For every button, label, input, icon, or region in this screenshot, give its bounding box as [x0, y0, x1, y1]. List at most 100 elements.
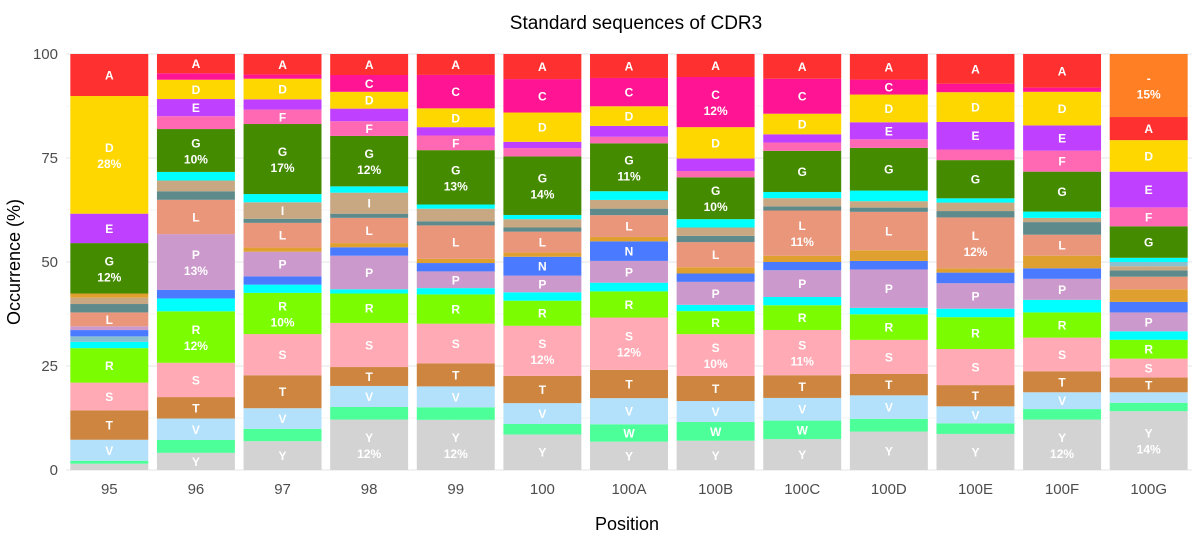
bar-segment-p — [763, 270, 842, 298]
bar-segment-h — [590, 236, 668, 242]
bar-segment-h — [503, 252, 582, 257]
bar-segment-c — [243, 74, 322, 79]
bar-segment-w — [416, 407, 495, 420]
segment-letter: R — [625, 298, 634, 312]
bar-segment-x — [156, 298, 235, 312]
segment-percent-label: 12% — [617, 346, 641, 360]
x-tick-label: 100G — [1130, 481, 1167, 498]
bar-segment-a — [156, 54, 235, 74]
segment-letter: G — [105, 254, 114, 268]
bar-segment-y — [849, 431, 928, 470]
y-tick-label: 75 — [41, 150, 58, 167]
bar-segment-v — [936, 406, 1015, 424]
bar-segment-w — [849, 418, 928, 432]
bar-segment-x — [1023, 211, 1102, 218]
y-tick-label: 50 — [41, 254, 58, 271]
bar-segment-w — [1023, 409, 1102, 420]
bar-segment-p — [590, 260, 668, 283]
segment-letter: P — [365, 266, 373, 280]
bar-segment-i — [1023, 217, 1102, 223]
segment-letter: A — [192, 57, 201, 71]
segment-letter: T — [972, 389, 980, 403]
segment-letter: I — [281, 204, 284, 218]
bar-segment-t — [676, 375, 755, 402]
bar-segment-f — [243, 109, 322, 125]
segment-letter: S — [105, 390, 113, 404]
segment-letter: P — [798, 277, 806, 291]
segment-letter: R — [538, 307, 547, 321]
segment-letter: D — [278, 83, 287, 97]
segment-letter: A — [278, 58, 287, 72]
x-axis-title: Position — [595, 514, 659, 534]
segment-letter: D — [971, 101, 980, 115]
bar-segment-t — [1109, 377, 1188, 393]
segment-letter: E — [971, 129, 979, 143]
bar-segment-c — [936, 83, 1015, 93]
segment-letter: I — [367, 197, 370, 211]
segment-letter: D — [192, 83, 201, 97]
bar-segment-a — [330, 54, 409, 76]
bar-segment-y — [330, 419, 409, 470]
bar-segment-a — [416, 54, 495, 75]
segment-letter: N — [538, 260, 547, 274]
segment-letter: Y — [1145, 427, 1153, 441]
x-tick-label: 100F — [1045, 481, 1079, 498]
segment-letter: L — [106, 313, 113, 327]
bar-segment-a — [243, 54, 322, 75]
bar-segment-g — [330, 135, 409, 187]
segment-letter: G — [624, 153, 633, 167]
segment-letter: D — [105, 141, 114, 155]
bar-segment-i — [936, 202, 1015, 212]
bar-segment-y — [416, 419, 495, 470]
segment-letter: F — [279, 110, 286, 124]
x-tick-label: 97 — [274, 481, 291, 498]
bar-segment-h — [1023, 255, 1102, 269]
bar-segment-n — [1109, 301, 1188, 313]
bar-segment-gap — [1109, 54, 1188, 118]
segment-percent-label: 14% — [530, 188, 554, 202]
bar-segment-g — [70, 243, 149, 294]
bar-segment-w — [590, 424, 668, 442]
bar-segment-k — [416, 221, 495, 226]
segment-letter: E — [1058, 132, 1066, 146]
bar-segment-d — [936, 92, 1015, 122]
bar-segment-g — [676, 177, 755, 220]
bar-segment-a — [590, 54, 668, 78]
bar-segment-r — [243, 292, 322, 335]
segment-letter: E — [885, 124, 893, 138]
segment-letter: Y — [798, 448, 806, 462]
segment-letter: D — [711, 136, 720, 150]
bar-segment-s — [590, 317, 668, 370]
bar-segment-g — [763, 150, 842, 192]
bar-segment-n — [590, 241, 668, 261]
segment-letter: L — [885, 225, 892, 239]
y-tick-label: 25 — [41, 358, 58, 375]
x-tick-label: 100 — [530, 481, 555, 498]
bar-segment-f — [156, 116, 235, 130]
bar-segment-d — [243, 78, 322, 100]
segment-letter: C — [365, 77, 374, 91]
segment-percent-label: 12% — [357, 447, 381, 461]
bar-segment-t — [590, 369, 668, 399]
bar-segment-d — [330, 91, 409, 109]
segment-letter: P — [1145, 315, 1153, 329]
bar-segment-i — [590, 199, 668, 209]
segment-letter: L — [452, 236, 459, 250]
bar-segment-x — [70, 341, 149, 349]
bar-segment-y — [243, 441, 322, 470]
bar-segment-h — [416, 258, 495, 264]
segment-letter: R — [365, 302, 374, 316]
segment-letter: V — [365, 390, 373, 404]
segment-letter: R — [971, 327, 980, 341]
segment-letter: W — [623, 426, 635, 440]
segment-letter: N — [625, 245, 634, 259]
bar-segment-i — [70, 297, 149, 305]
bar-segment-i — [330, 192, 409, 214]
segment-letter: R — [278, 299, 287, 313]
bar-segment-r — [1023, 312, 1102, 338]
bar-segment-l — [676, 242, 755, 268]
bar-segment-x — [330, 186, 409, 193]
segment-letter: S — [625, 330, 633, 344]
segment-percent-label: 12% — [530, 353, 554, 367]
